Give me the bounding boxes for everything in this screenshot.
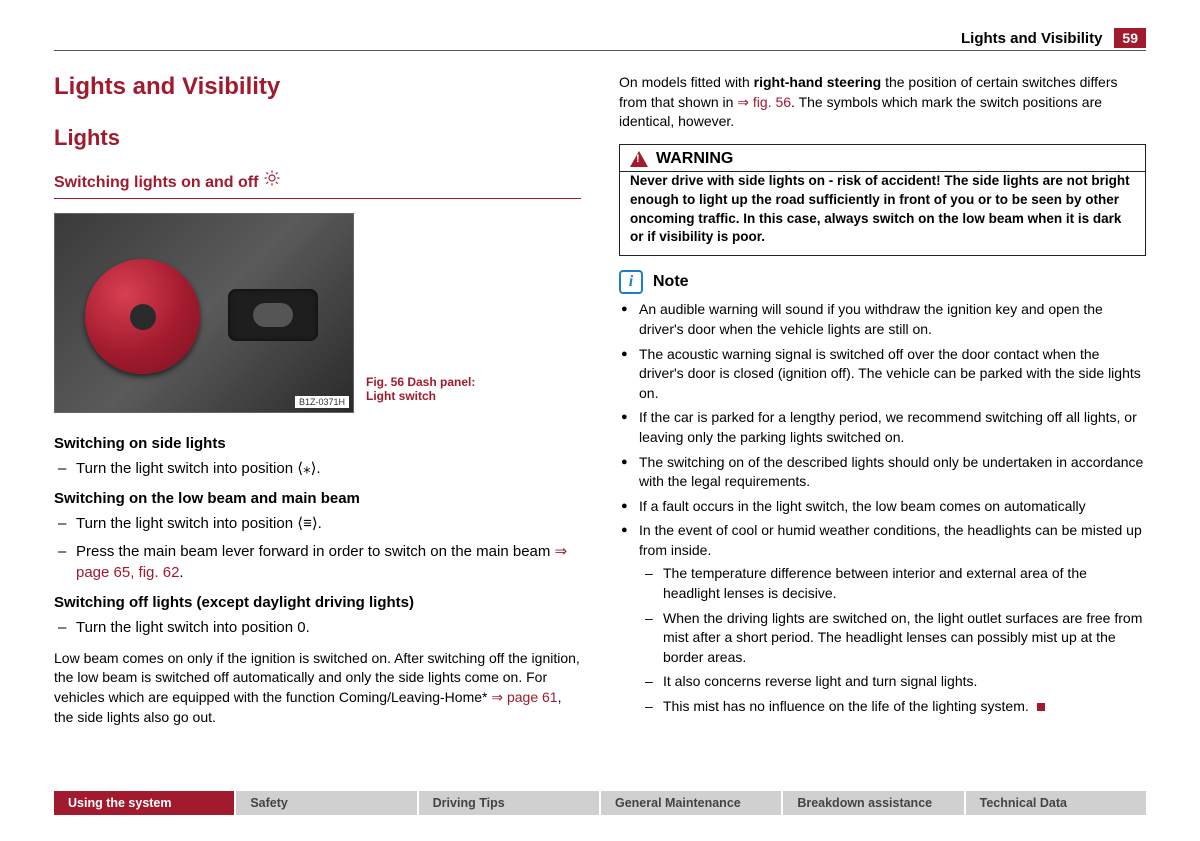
fig-ref-link[interactable]: ⇒ fig. 56: [737, 94, 791, 110]
tab-safety[interactable]: Safety: [236, 791, 418, 815]
note-list: An audible warning will sound if you wit…: [619, 300, 1146, 716]
header-divider: [54, 50, 1146, 51]
info-icon: i: [619, 270, 643, 294]
note-item: The switching on of the described lights…: [619, 453, 1146, 492]
tab-technical-data[interactable]: Technical Data: [966, 791, 1146, 815]
figure-area: B1Z-0371H Fig. 56 Dash panel: Light swit…: [54, 213, 581, 413]
page-root: Lights and Visibility 59 Lights and Visi…: [0, 0, 1200, 737]
end-mark-icon: [1037, 703, 1045, 711]
note-item: An audible warning will sound if you wit…: [619, 300, 1146, 339]
left-column: Lights and Visibility Lights Switching l…: [54, 73, 581, 737]
note-sub-item: This mist has no influence on the life o…: [645, 697, 1146, 717]
heading-low-main-beam: Switching on the low beam and main beam: [54, 490, 581, 507]
note-sub-item: It also concerns reverse light and turn …: [645, 672, 1146, 692]
subsection-title: Switching lights on and off: [54, 169, 581, 199]
warning-header: WARNING: [620, 145, 1145, 171]
paragraph-low-beam-info: Low beam comes on only if the ignition i…: [54, 649, 581, 727]
item-text: Press the main beam lever forward in ord…: [76, 543, 555, 560]
figure-image: B1Z-0371H: [54, 213, 354, 413]
note-item: If the car is parked for a lengthy perio…: [619, 408, 1146, 447]
tab-using-system[interactable]: Using the system: [54, 791, 236, 815]
chapter-title: Lights and Visibility: [54, 73, 581, 101]
section-title: Lights: [54, 125, 581, 151]
page-header: Lights and Visibility 59: [54, 28, 1146, 48]
aux-control: [228, 289, 318, 341]
subsection-title-text: Switching lights on and off: [54, 174, 258, 191]
tab-driving-tips[interactable]: Driving Tips: [419, 791, 601, 815]
item-text-post: .: [179, 564, 183, 581]
list-item: Turn the light switch into position 0.: [54, 617, 581, 639]
list-side-lights: Turn the light switch into position ⟨⁎⟩.: [54, 458, 581, 480]
list-item: Press the main beam lever forward in ord…: [54, 541, 581, 585]
note-sub-text: This mist has no influence on the life o…: [663, 698, 1029, 714]
list-low-main-beam: Turn the light switch into position ⟨≡⟩.…: [54, 513, 581, 584]
warning-box: WARNING Never drive with side lights on …: [619, 144, 1146, 257]
note-item: If a fault occurs in the light switch, t…: [619, 497, 1146, 517]
note-sub-list: The temperature difference between inter…: [645, 564, 1146, 716]
note-label: Note: [653, 273, 689, 291]
image-code-label: B1Z-0371H: [295, 396, 349, 408]
tab-breakdown-assistance[interactable]: Breakdown assistance: [783, 791, 965, 815]
figure-caption: Fig. 56 Dash panel: Light switch: [366, 375, 506, 413]
paragraph-rhd-info: On models fitted with right-hand steerin…: [619, 73, 1146, 132]
note-item-text: In the event of cool or humid weather co…: [639, 522, 1142, 558]
note-sub-item: The temperature difference between inter…: [645, 564, 1146, 603]
content-columns: Lights and Visibility Lights Switching l…: [54, 73, 1146, 737]
heading-side-lights: Switching on side lights: [54, 435, 581, 452]
note-item: The acoustic warning signal is switched …: [619, 345, 1146, 404]
bottom-tabs: Using the system Safety Driving Tips Gen…: [54, 791, 1146, 815]
right-column: On models fitted with right-hand steerin…: [619, 73, 1146, 737]
list-switching-off: Turn the light switch into position 0.: [54, 617, 581, 639]
note-header: i Note: [619, 270, 1146, 294]
heading-switching-off: Switching off lights (except daylight dr…: [54, 594, 581, 611]
intro-bold: right-hand steering: [754, 74, 882, 90]
tab-general-maintenance[interactable]: General Maintenance: [601, 791, 783, 815]
page-number: 59: [1114, 28, 1146, 48]
intro-pre: On models fitted with: [619, 74, 754, 90]
warning-label: WARNING: [656, 150, 733, 168]
header-section-title: Lights and Visibility: [961, 30, 1102, 47]
sun-icon: [263, 169, 281, 192]
note-sub-item: When the driving lights are switched on,…: [645, 609, 1146, 668]
note-item: In the event of cool or humid weather co…: [619, 521, 1146, 716]
warning-icon: [630, 151, 648, 167]
page-ref-link[interactable]: ⇒ page 61: [491, 689, 557, 705]
list-item: Turn the light switch into position ⟨≡⟩.: [54, 513, 581, 535]
light-switch-dial: [85, 259, 200, 374]
warning-body: Never drive with side lights on - risk o…: [620, 171, 1145, 256]
list-item: Turn the light switch into position ⟨⁎⟩.: [54, 458, 581, 480]
